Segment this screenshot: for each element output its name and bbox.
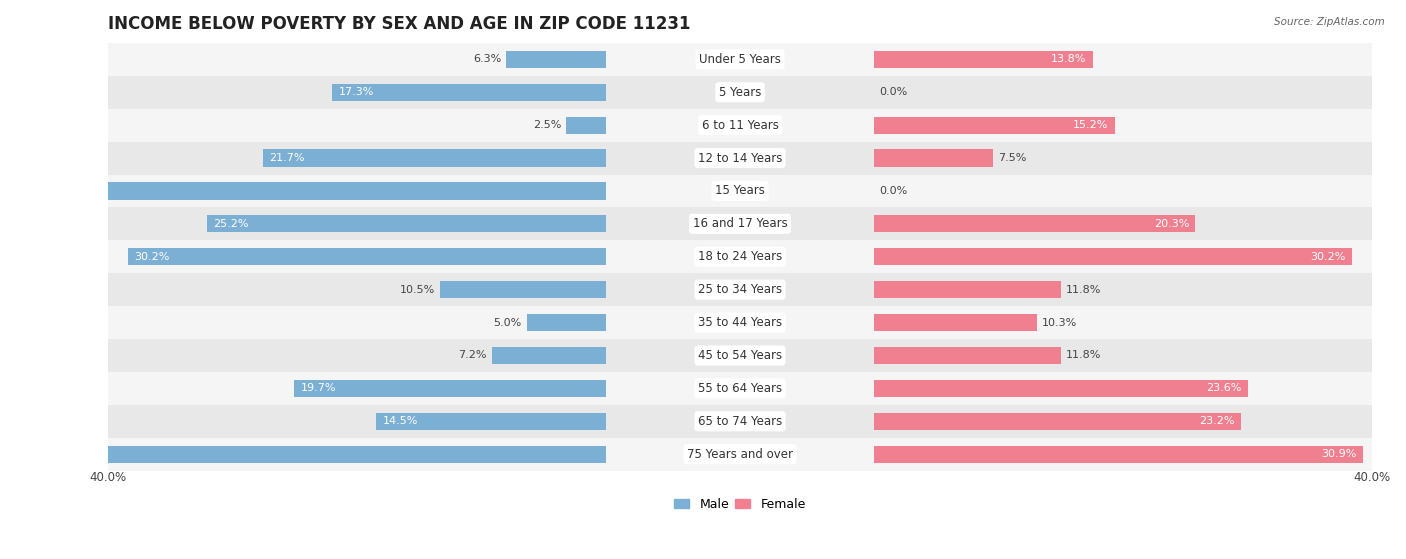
Bar	[108, 240, 1372, 273]
Text: INCOME BELOW POVERTY BY SEX AND AGE IN ZIP CODE 11231: INCOME BELOW POVERTY BY SEX AND AGE IN Z…	[108, 15, 690, 33]
Bar	[108, 306, 1372, 339]
Text: 21.7%: 21.7%	[269, 153, 304, 163]
Text: 19.7%: 19.7%	[301, 383, 336, 394]
Text: 7.5%: 7.5%	[998, 153, 1026, 163]
Text: 40.0%: 40.0%	[89, 471, 127, 484]
Bar	[875, 446, 1362, 463]
Text: 35 to 44 Years: 35 to 44 Years	[697, 316, 782, 329]
Text: 6.3%: 6.3%	[472, 54, 502, 64]
Text: 15.2%: 15.2%	[1073, 120, 1108, 130]
Text: 18 to 24 Years: 18 to 24 Years	[697, 250, 782, 263]
Bar	[108, 108, 1372, 141]
Bar	[263, 149, 606, 167]
Bar	[108, 141, 1372, 174]
Text: 5 Years: 5 Years	[718, 86, 761, 99]
Text: 10.3%: 10.3%	[1042, 318, 1077, 328]
Text: 23.2%: 23.2%	[1199, 416, 1234, 427]
Text: 11.8%: 11.8%	[1066, 285, 1101, 295]
Text: 15 Years: 15 Years	[716, 184, 765, 197]
Text: 38.1%: 38.1%	[10, 449, 45, 459]
Bar	[0, 182, 606, 200]
Text: 10.5%: 10.5%	[399, 285, 434, 295]
Bar	[440, 281, 606, 299]
Text: 23.6%: 23.6%	[1206, 383, 1241, 394]
Text: 13.8%: 13.8%	[1050, 54, 1087, 64]
Text: 75 Years and over: 75 Years and over	[688, 448, 793, 461]
Text: 40.0%: 40.0%	[1354, 471, 1391, 484]
Bar	[108, 76, 1372, 108]
Text: 17.3%: 17.3%	[339, 87, 374, 97]
Text: 6 to 11 Years: 6 to 11 Years	[702, 119, 779, 132]
Text: 0.0%: 0.0%	[879, 87, 907, 97]
Bar	[875, 281, 1062, 299]
Text: 20.3%: 20.3%	[1154, 219, 1189, 229]
Bar	[567, 117, 606, 134]
Bar	[875, 149, 993, 167]
Text: 0.0%: 0.0%	[879, 186, 907, 196]
Text: 7.2%: 7.2%	[458, 350, 486, 361]
Bar	[108, 43, 1372, 76]
Text: 30.2%: 30.2%	[135, 252, 170, 262]
Bar	[108, 438, 1372, 471]
Text: 2.5%: 2.5%	[533, 120, 561, 130]
Bar	[108, 339, 1372, 372]
Bar	[108, 174, 1372, 207]
Bar	[527, 314, 606, 331]
Text: 55 to 64 Years: 55 to 64 Years	[697, 382, 782, 395]
Bar	[875, 248, 1353, 266]
Bar	[108, 207, 1372, 240]
Text: 30.9%: 30.9%	[1322, 449, 1357, 459]
Bar	[875, 380, 1247, 397]
Bar	[875, 314, 1038, 331]
Bar	[108, 273, 1372, 306]
Text: 45 to 54 Years: 45 to 54 Years	[697, 349, 782, 362]
Text: 16 and 17 Years: 16 and 17 Years	[693, 217, 787, 230]
Text: 25 to 34 Years: 25 to 34 Years	[697, 283, 782, 296]
Text: 65 to 74 Years: 65 to 74 Years	[697, 415, 782, 428]
Bar	[207, 215, 606, 233]
Bar	[875, 413, 1241, 430]
Text: 12 to 14 Years: 12 to 14 Years	[697, 151, 782, 164]
Text: Under 5 Years: Under 5 Years	[699, 53, 780, 66]
Text: Source: ZipAtlas.com: Source: ZipAtlas.com	[1274, 17, 1385, 27]
Bar	[875, 117, 1115, 134]
Legend: Male, Female: Male, Female	[669, 492, 811, 516]
Text: 5.0%: 5.0%	[494, 318, 522, 328]
Text: 11.8%: 11.8%	[1066, 350, 1101, 361]
Bar	[875, 51, 1092, 68]
Bar	[492, 347, 606, 364]
Bar	[3, 446, 606, 463]
Text: 14.5%: 14.5%	[382, 416, 418, 427]
Bar	[506, 51, 606, 68]
Text: 38.7%: 38.7%	[0, 186, 35, 196]
Bar	[332, 84, 606, 101]
Bar	[875, 347, 1062, 364]
Bar	[108, 405, 1372, 438]
Bar	[377, 413, 606, 430]
Text: 30.2%: 30.2%	[1310, 252, 1346, 262]
Bar	[128, 248, 606, 266]
Bar	[875, 215, 1195, 233]
Bar	[108, 372, 1372, 405]
Text: 25.2%: 25.2%	[214, 219, 249, 229]
Bar	[294, 380, 606, 397]
